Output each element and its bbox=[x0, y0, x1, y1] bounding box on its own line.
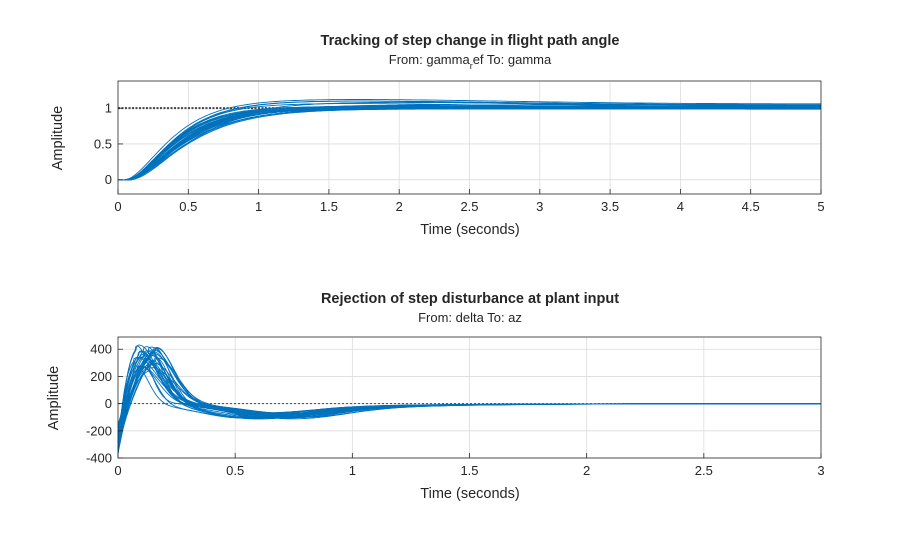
chart-2-xtick-label: 0.5 bbox=[226, 463, 244, 478]
chart-1-subtitle: From: gammaref To: gamma bbox=[389, 52, 552, 71]
chart-1-series-line bbox=[118, 106, 821, 181]
chart-1-xtick-label: 1 bbox=[255, 199, 262, 214]
chart-1-series-line bbox=[118, 108, 821, 181]
chart-1-xtick-label: 4 bbox=[677, 199, 684, 214]
chart-1-ytick-label: 0.5 bbox=[94, 136, 112, 151]
chart-2-xtick-label: 3 bbox=[817, 463, 824, 478]
chart-2: Rejection of step disturbance at plant i… bbox=[46, 291, 825, 502]
chart-2-ticks: 0 0.5 1 1.5 2 2.5 3 -400 -200 0 200 400 bbox=[86, 342, 825, 478]
chart-2-xlabel: Time (seconds) bbox=[420, 486, 519, 502]
chart-1-xtick-label: 0 bbox=[114, 199, 121, 214]
chart-2-series-line bbox=[117, 361, 821, 429]
chart-2-ylabel: Amplitude bbox=[46, 366, 62, 430]
chart-1-title: Tracking of step change in flight path a… bbox=[321, 33, 620, 49]
chart-1-xlabel: Time (seconds) bbox=[420, 222, 519, 238]
chart-2-xtick-label: 1 bbox=[349, 463, 356, 478]
chart-1-series-line bbox=[118, 99, 821, 181]
chart-2-subtitle: From: delta To: az bbox=[418, 310, 522, 325]
chart-1-xtick-label: 2 bbox=[396, 199, 403, 214]
chart-1-xtick-label: 0.5 bbox=[179, 199, 197, 214]
chart-1-xtick-label: 3.5 bbox=[601, 199, 619, 214]
chart-1-xtick-label: 1.5 bbox=[320, 199, 338, 214]
chart-1-subtitle-post: ef To: gamma bbox=[473, 52, 552, 67]
chart-2-xtick-label: 2.5 bbox=[695, 463, 713, 478]
chart-2-ytick-label: 0 bbox=[105, 396, 112, 411]
chart-1-ticks: 0 0.5 1 1.5 2 2.5 3 3.5 4 4.5 5 0 0.5 1 bbox=[94, 101, 825, 214]
chart-2-xtick-label: 1.5 bbox=[460, 463, 478, 478]
chart-1-xtick-label: 3 bbox=[536, 199, 543, 214]
chart-2-ytick-label: -200 bbox=[86, 423, 112, 438]
chart-2-xtick-label: 0 bbox=[114, 463, 121, 478]
chart-2-ytick-label: 400 bbox=[90, 342, 112, 357]
chart-1-series-line bbox=[118, 100, 821, 181]
chart-1: Tracking of step change in flight path a… bbox=[50, 33, 825, 238]
chart-2-series bbox=[117, 344, 821, 455]
chart-2-grid bbox=[118, 337, 821, 459]
chart-1-subtitle-pre: From: gamma bbox=[389, 52, 471, 67]
chart-1-ytick-label: 1 bbox=[105, 101, 112, 116]
chart-2-title: Rejection of step disturbance at plant i… bbox=[321, 291, 619, 307]
chart-1-ylabel: Amplitude bbox=[50, 106, 66, 170]
chart-1-ytick-label: 0 bbox=[105, 172, 112, 187]
chart-1-xtick-label: 5 bbox=[817, 199, 824, 214]
chart-1-grid bbox=[118, 81, 821, 194]
chart-1-subtitle-sub: r bbox=[470, 61, 473, 71]
chart-1-xtick-label: 2.5 bbox=[460, 199, 478, 214]
chart-1-xtick-label: 4.5 bbox=[742, 199, 760, 214]
chart-1-series bbox=[118, 99, 821, 181]
chart-2-ytick-label: 200 bbox=[90, 369, 112, 384]
chart-2-xtick-label: 2 bbox=[583, 463, 590, 478]
chart-2-ytick-label: -400 bbox=[86, 451, 112, 466]
